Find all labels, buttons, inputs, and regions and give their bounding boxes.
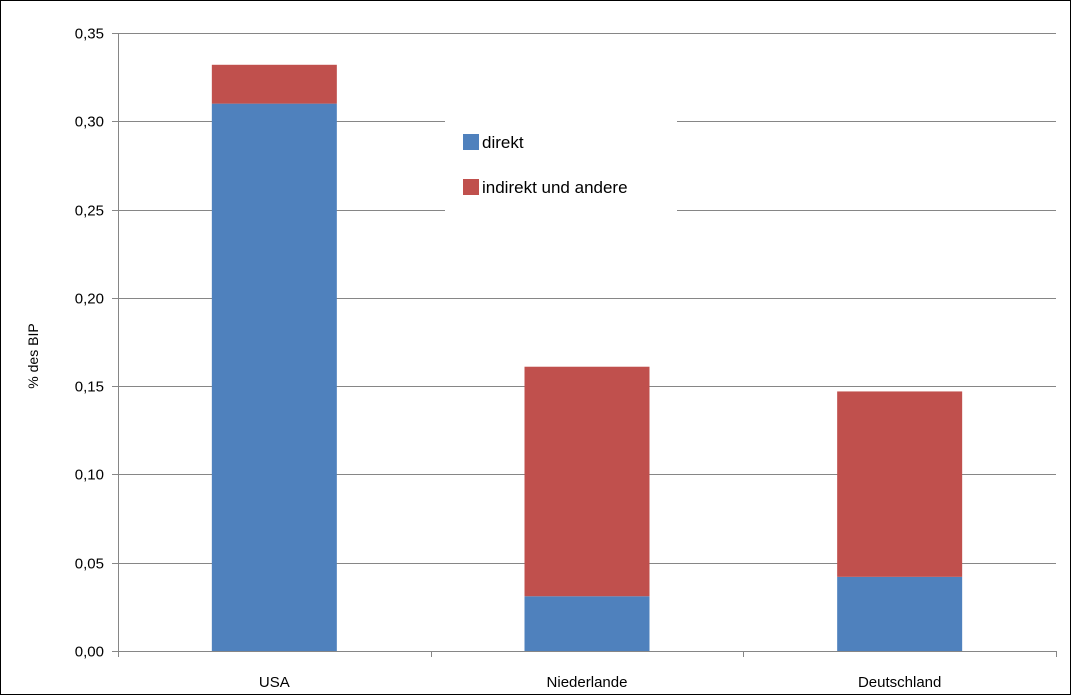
- legend-swatch: [463, 179, 479, 195]
- legend-label: indirekt und andere: [482, 178, 628, 197]
- y-tick-labels: 0,00 0,05 0,10 0,15 0,20 0,25 0,30 0,35: [75, 26, 104, 661]
- x-tick-label: USA: [259, 674, 290, 691]
- y-tick-label: 0,25: [75, 203, 104, 220]
- bar-indirekt-und-andere-deutschland: [837, 391, 963, 577]
- x-tick-label: Deutschland: [858, 674, 941, 691]
- legend: direkt indirekt und andere: [445, 117, 677, 213]
- legend-swatch: [463, 134, 479, 150]
- y-axis-label: % des BIP: [25, 323, 41, 388]
- bar-indirekt-und-andere-usa: [211, 64, 337, 104]
- bars: [211, 64, 963, 652]
- y-tick-label: 0,20: [75, 291, 104, 308]
- bar-indirekt-und-andere-niederlande: [524, 366, 650, 597]
- y-tick-label: 0,10: [75, 467, 104, 484]
- y-tick-label: 0,35: [75, 26, 104, 43]
- bar-direkt-usa: [211, 103, 337, 652]
- y-tick-label: 0,30: [75, 114, 104, 131]
- y-tick-label: 0,05: [75, 556, 104, 573]
- bar-direkt-deutschland: [837, 576, 963, 651]
- bar-direkt-niederlande: [524, 596, 650, 651]
- legend-background: [445, 117, 677, 213]
- legend-label: direkt: [482, 133, 524, 152]
- y-tick-label: 0,15: [75, 379, 104, 396]
- x-tick-labels: USA Niederlande Deutschland: [259, 674, 941, 691]
- x-tick-label: Niederlande: [547, 674, 628, 691]
- axes: [118, 33, 1057, 657]
- y-tick-label: 0,00: [75, 644, 104, 661]
